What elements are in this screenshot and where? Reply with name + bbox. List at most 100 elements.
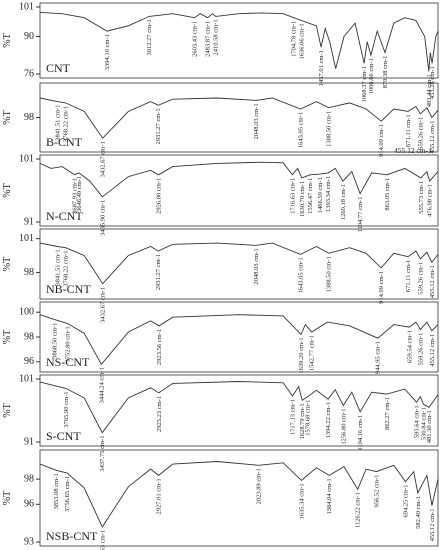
y-tick-label: 101 (19, 1, 34, 12)
spectrum-line (39, 461, 439, 528)
peak-label: 671.11 cm-1 (405, 114, 412, 147)
peak-label: 1388.50 cm-1 (326, 111, 333, 147)
peak-label: 863.05 cm-1 (384, 178, 391, 211)
peak-label: 1643.05 cm-1 (298, 112, 305, 148)
peak-label: 2483.87 cm-1 (205, 21, 212, 57)
panel-name: N-CNT (46, 209, 83, 223)
spectrum-line (39, 381, 439, 434)
peak-label: 1542.77 cm-1 (309, 335, 316, 371)
peak-label: 694.25 cm-1 (402, 485, 409, 518)
panel-frame (39, 154, 439, 227)
peak-label: 559.26 cm-1 (417, 333, 424, 366)
peak-label: 2048.03 cm-1 (253, 103, 260, 139)
peak-label: 1394.22 cm-1 (325, 402, 332, 438)
panel-frame (39, 228, 439, 300)
y-tick-label: 90 (24, 31, 34, 42)
y-axis-label: %T (2, 110, 13, 124)
peak-label: 2023.89 cm-1 (255, 468, 262, 504)
peak-label: 483.44 cm-1 (426, 74, 433, 107)
peak-label: 530.84 cm-1 (421, 407, 428, 440)
peak-label: 476.08 cm-1 (427, 184, 434, 217)
y-tick-label: 101 (19, 153, 34, 164)
y-tick-label: 98 (24, 331, 34, 342)
peak-label: 1104.16 cm-1 (357, 415, 364, 451)
panel-frame (39, 2, 439, 79)
peak-label: 1630.70 cm-1 (299, 181, 306, 217)
y-axis-label: %T (2, 491, 13, 505)
y-tick-label: 98 (24, 112, 34, 123)
peak-label: 1704.78 cm-1 (291, 21, 298, 57)
peak-label: 555.73 cm-1 (418, 181, 425, 214)
peak-label: 3432.67 cm-1 (100, 287, 107, 323)
peak-label: 1466.59 cm-1 (317, 177, 324, 213)
y-tick-label: 96 (24, 499, 34, 510)
peak-label: 1388.50 cm-1 (326, 256, 333, 292)
y-tick-label: 93 (24, 536, 34, 547)
y-tick-label: 101 (19, 373, 34, 384)
peak-label: 481.30 cm-1 (426, 410, 433, 443)
peak-label: 1104.77 cm-1 (357, 197, 364, 233)
peak-label: 1006.66 cm-1 (368, 58, 375, 94)
peak-label: 862.27 cm-1 (384, 397, 391, 430)
peak-label: 3765.90 cm-1 (63, 391, 70, 427)
peak-label: 914.09 cm-1 (378, 124, 385, 157)
peak-label: 593.64 cm-1 (414, 405, 421, 438)
peak-note: 455.12 cm-1 (394, 146, 432, 155)
peak-label: 944.95 cm-1 (375, 341, 382, 374)
peak-label: 659.54 cm-1 (406, 330, 413, 363)
peak-label: 2931.27 cm-1 (155, 108, 162, 144)
panel-name: NS-CNT (46, 355, 90, 369)
peak-label: 1384.04 cm-1 (326, 478, 333, 514)
y-axis-label: %T (2, 183, 13, 197)
peak-label: 3432.67 cm-1 (100, 141, 107, 177)
peak-label: 2925.23 cm-1 (156, 396, 163, 432)
peak-label: 559.26 cm-1 (417, 117, 424, 150)
peak-label: 3768.22 cm-1 (63, 251, 70, 287)
peak-label: 3841.51 cm-1 (55, 105, 62, 141)
peak-label: 1716.63 cm-1 (289, 178, 296, 214)
peak-label: 671.11 cm-1 (405, 260, 412, 293)
y-axis-label: %T (2, 330, 13, 344)
spectrum-line (39, 314, 439, 366)
y-axis-label: %T (2, 33, 13, 47)
panel-name: B-CNT (46, 135, 83, 149)
peak-label: 2927.01 cm-1 (156, 478, 163, 514)
peak-label: 1628.79 cm-1 (299, 403, 306, 439)
y-tick-label: 91 (24, 216, 34, 227)
panel-name: NSB-CNT (46, 529, 98, 543)
peak-label: 1068.37 cm-1 (361, 66, 368, 102)
peak-label: 3868.50 cm-1 (52, 323, 59, 359)
peak-label: 582.40 cm-1 (415, 496, 422, 529)
y-tick-label: 98 (24, 267, 34, 278)
peak-label: 3768.22 cm-1 (63, 106, 70, 142)
peak-label: 3444.24 cm-1 (98, 367, 105, 403)
peak-label: 2603.43 cm-1 (191, 21, 198, 57)
peak-label: 3687.93 cm-1 (72, 178, 79, 214)
peak-label: 1639.20 cm-1 (298, 338, 305, 374)
peak-label: 2923.56 cm-1 (156, 329, 163, 365)
peak-label: 2931.27 cm-1 (155, 254, 162, 290)
peak-label: 3012.27 cm-1 (146, 19, 153, 55)
peak-label: 1393.34 cm-1 (325, 176, 332, 212)
peak-label: 455.12 cm-1 (429, 509, 436, 542)
peak-label: 1126.22 cm-1 (355, 492, 362, 528)
peak-label: 3752.80 cm-1 (64, 326, 71, 362)
peak-label: 3646.49 cm-1 (76, 176, 83, 212)
y-axis-label: %T (2, 403, 13, 417)
panel-name: NB-CNT (46, 282, 91, 296)
peak-label: 3436.53 cm-1 (99, 530, 106, 550)
peak-label: 3437.75 cm-1 (99, 436, 106, 472)
peak-label: 879.38 cm-1 (382, 56, 389, 89)
peak-label: 2410.58 cm-1 (213, 19, 220, 55)
peak-label: 1256.80 cm-1 (340, 408, 347, 444)
peak-label: 3841.51 cm-1 (55, 250, 62, 286)
y-tick-label: 96 (24, 356, 34, 367)
peak-label: 3435.90 cm-1 (99, 200, 106, 236)
panel-name: CNT (46, 61, 71, 75)
peak-label: 914.09 cm-1 (378, 271, 385, 304)
peak-label: 3394.10 cm-1 (104, 34, 111, 70)
peak-label: 3853.08 cm-1 (53, 473, 60, 509)
y-tick-label: 98 (24, 473, 34, 484)
